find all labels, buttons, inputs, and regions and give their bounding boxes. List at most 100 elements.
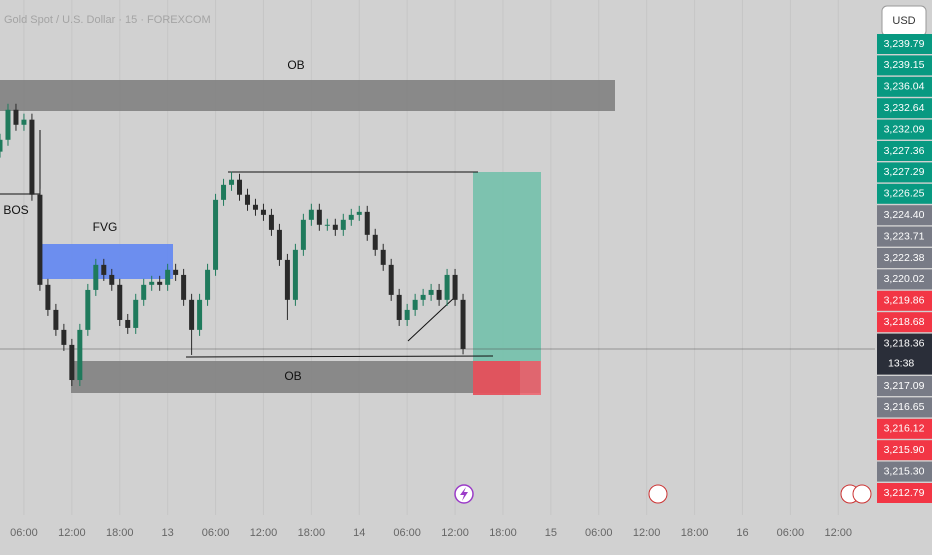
candle-body	[141, 284, 147, 300]
candle-body	[173, 269, 179, 275]
candle-body	[292, 249, 298, 300]
candle-body	[452, 274, 458, 300]
price-label: 3,239.15	[884, 59, 925, 71]
candle-body	[21, 119, 27, 125]
symbol: Gold Spot / U.S. Dollar · 15 · FOREXCOM	[4, 14, 211, 26]
candle-body	[348, 214, 354, 220]
price-label: 3,216.65	[884, 401, 925, 413]
x-tick-label: 12:00	[825, 527, 853, 539]
x-tick-label: 18:00	[681, 527, 709, 539]
price-badge	[877, 376, 932, 396]
candle-body	[412, 299, 418, 310]
candle-body	[420, 294, 426, 300]
event-icon[interactable]	[852, 484, 872, 504]
candle-body	[181, 274, 187, 300]
candle-body	[237, 179, 243, 195]
price-badge	[877, 119, 932, 140]
x-tick-label: 12:00	[441, 527, 469, 539]
price-badge	[877, 333, 932, 375]
candle-body	[61, 329, 67, 345]
candle-body	[205, 269, 211, 300]
price-label: 3,239.79	[884, 38, 925, 50]
x-tick-label: 06:00	[10, 527, 38, 539]
price-badge	[877, 183, 932, 204]
price-label: 3,223.71	[884, 230, 925, 242]
candle-body	[5, 109, 11, 140]
candle-body	[197, 299, 203, 330]
candle-body	[404, 309, 410, 320]
candle-body	[316, 209, 322, 225]
price-badge	[877, 290, 932, 311]
price-label: 3,218.68	[884, 316, 925, 328]
price-badge	[877, 418, 932, 439]
x-tick-label: 06:00	[202, 527, 230, 539]
price-badge	[877, 141, 932, 161]
order-block	[71, 361, 540, 393]
price-badge	[877, 397, 932, 418]
price-label: 3,236.04	[884, 81, 925, 93]
candle-body	[244, 194, 250, 205]
candle-body	[340, 219, 346, 230]
time-axis: 06:00 12:00 18:00 13 06:00 12:00 18:00 14 06:00 1…	[10, 527, 852, 539]
price-label: 3,224.40	[884, 209, 925, 221]
range-line	[185, 355, 494, 358]
price-label: 3,218.36	[884, 337, 925, 349]
target-zone	[473, 172, 541, 361]
candle-body	[221, 184, 227, 200]
price-label: 3,232.64	[884, 102, 925, 114]
price-label: 3,222.38	[884, 252, 925, 264]
x-tick-label: 18:00	[298, 527, 326, 539]
candle-body	[37, 194, 43, 285]
candle-body	[324, 224, 330, 226]
candle-body	[13, 109, 19, 125]
candle-body	[133, 299, 139, 328]
price-badge	[877, 483, 932, 503]
candle-body	[268, 214, 274, 230]
price-badge	[877, 55, 932, 76]
candle-body	[372, 234, 378, 250]
price-badge	[877, 440, 932, 461]
x-tick-label: 18:00	[489, 527, 517, 539]
candle-body	[356, 211, 362, 215]
candle-body	[436, 289, 442, 300]
price-label: 3,215.30	[884, 465, 925, 477]
candle-body	[157, 281, 163, 285]
candle-body	[252, 204, 258, 210]
countdown: 13:38	[888, 357, 914, 369]
price-label: 3,227.29	[884, 166, 925, 178]
candle-body	[332, 224, 338, 230]
candle-body	[149, 281, 155, 285]
x-tick-label: 12:00	[250, 527, 278, 539]
candle-body	[189, 299, 195, 330]
price-label: 3,220.02	[884, 273, 925, 285]
x-tick-label: 16	[736, 527, 748, 539]
price-badge	[877, 312, 932, 333]
candle-body	[229, 179, 235, 185]
price-badge	[877, 162, 932, 183]
candle-body	[101, 264, 107, 275]
candle-body	[276, 229, 282, 260]
candle-body	[0, 139, 3, 152]
candle-body	[308, 209, 314, 220]
price-badge	[877, 461, 932, 482]
event-icon[interactable]	[648, 484, 668, 504]
price-label: 3,226.25	[884, 188, 925, 200]
candle-body	[77, 329, 83, 381]
candle-body	[428, 289, 434, 295]
annotation: BOS	[3, 203, 28, 217]
annotation: FVG	[93, 220, 118, 234]
annotation: OB	[287, 58, 304, 72]
candle-body	[364, 211, 370, 235]
x-tick-label: 18:00	[106, 527, 134, 539]
price-axis: 3,239.79 3,239.15 3,236.04 3,232.64 3,232.09…	[877, 34, 932, 503]
price-badge	[877, 226, 932, 247]
price-badge	[877, 98, 932, 119]
price-label: 3,219.86	[884, 295, 925, 307]
candle-body	[284, 259, 290, 300]
price-label: 3,227.36	[884, 145, 925, 157]
x-tick-label: 06:00	[777, 527, 805, 539]
currency[interactable]: USD	[892, 15, 915, 27]
candle-body	[396, 294, 402, 320]
x-tick-label: 15	[545, 527, 557, 539]
candle-body	[69, 344, 75, 381]
